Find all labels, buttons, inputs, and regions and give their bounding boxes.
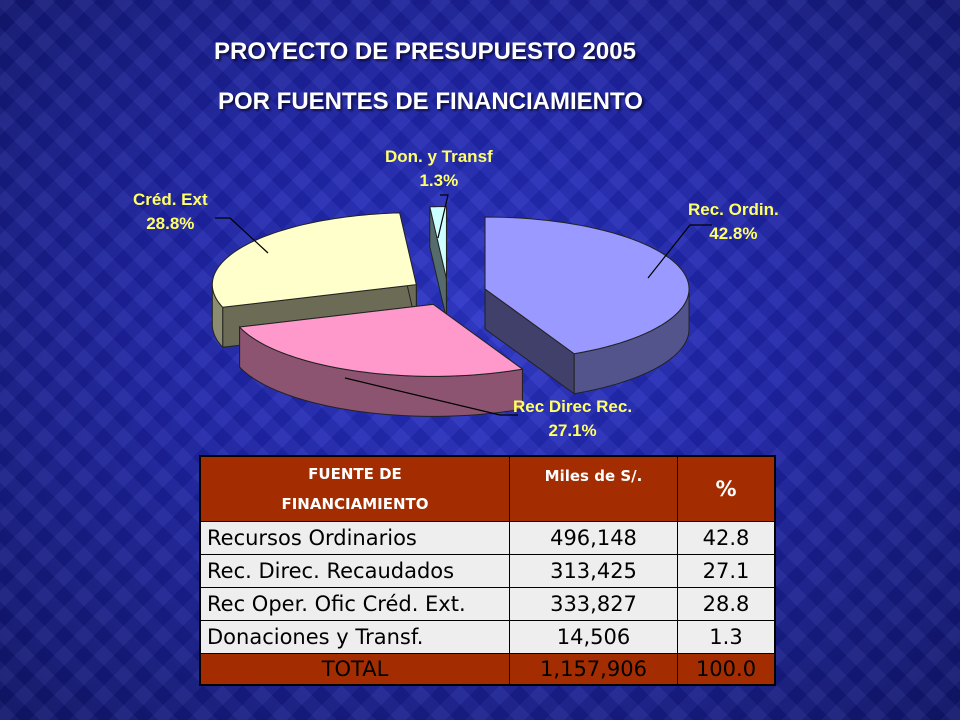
row-amount: 14,506	[509, 620, 678, 654]
total-label: TOTAL	[199, 653, 510, 686]
slice-name: Rec. Ordin.	[688, 200, 779, 219]
leader-line-rec-ordin	[647, 224, 712, 279]
header-fuente: FUENTE DE FINANCIAMIENTO	[199, 455, 510, 522]
leader-line-cred-ext	[215, 217, 269, 254]
header-miles: Miles de S/.	[509, 455, 678, 522]
table-total-row: TOTAL 1,157,906 100.0	[199, 653, 776, 686]
row-percent: 28.8	[677, 587, 776, 621]
row-amount: 313,425	[509, 554, 678, 588]
table-row: Recursos Ordinarios 496,148 42.8	[199, 521, 776, 555]
slice-name: Rec Direc Rec.	[513, 397, 633, 416]
slice-percent: 42.8%	[709, 224, 758, 243]
total-amount: 1,157,906	[509, 653, 678, 686]
row-name: Rec Oper. Ofic Créd. Ext.	[199, 587, 510, 621]
slice-label-rec-direc: Rec Direc Rec. 27.1%	[513, 395, 632, 443]
table-row: Rec. Direc. Recaudados 313,425 27.1	[199, 554, 776, 588]
table-header-row: FUENTE DE FINANCIAMIENTO Miles de S/. %	[199, 455, 776, 522]
table-row: Rec Oper. Ofic Créd. Ext. 333,827 28.8	[199, 587, 776, 621]
slice-percent: 27.1%	[548, 421, 597, 440]
row-name: Donaciones y Transf.	[199, 620, 510, 654]
slice-label-don-transf: Don. y Transf 1.3%	[385, 145, 493, 193]
chart-subtitle: POR FUENTES DE FINANCIAMIENTO	[218, 88, 643, 115]
slice-percent: 1.3%	[419, 171, 459, 190]
pie-slice-rec-direc-rec	[238, 303, 524, 417]
slice-name: Don. y Transf	[385, 147, 493, 166]
pie-chart	[211, 194, 712, 417]
row-name: Recursos Ordinarios	[199, 521, 510, 555]
pie-slice-don-y-transf	[429, 206, 447, 319]
row-amount: 333,827	[509, 587, 678, 621]
chart-title: PROYECTO DE PRESUPUESTO 2005	[214, 38, 636, 65]
leader-line-don-transf	[437, 194, 449, 239]
slice-name: Créd. Ext	[133, 190, 208, 209]
row-name: Rec. Direc. Recaudados	[199, 554, 510, 588]
row-percent: 1.3	[677, 620, 776, 654]
pie-slice-rec-ordin	[484, 216, 690, 395]
row-percent: 42.8	[677, 521, 776, 555]
slice-label-cred-ext: Créd. Ext 28.8%	[133, 188, 208, 236]
total-percent: 100.0	[677, 653, 776, 686]
table-row: Donaciones y Transf. 14,506 1.3	[199, 620, 776, 654]
row-percent: 27.1	[677, 554, 776, 588]
row-amount: 496,148	[509, 521, 678, 555]
slice-percent: 28.8%	[146, 214, 195, 233]
slice-label-rec-ordin: Rec. Ordin. 42.8%	[688, 198, 779, 246]
leader-line-rec-direc	[344, 377, 518, 416]
header-percent: %	[677, 455, 776, 522]
financing-table: FUENTE DE FINANCIAMIENTO Miles de S/. % …	[199, 455, 776, 686]
